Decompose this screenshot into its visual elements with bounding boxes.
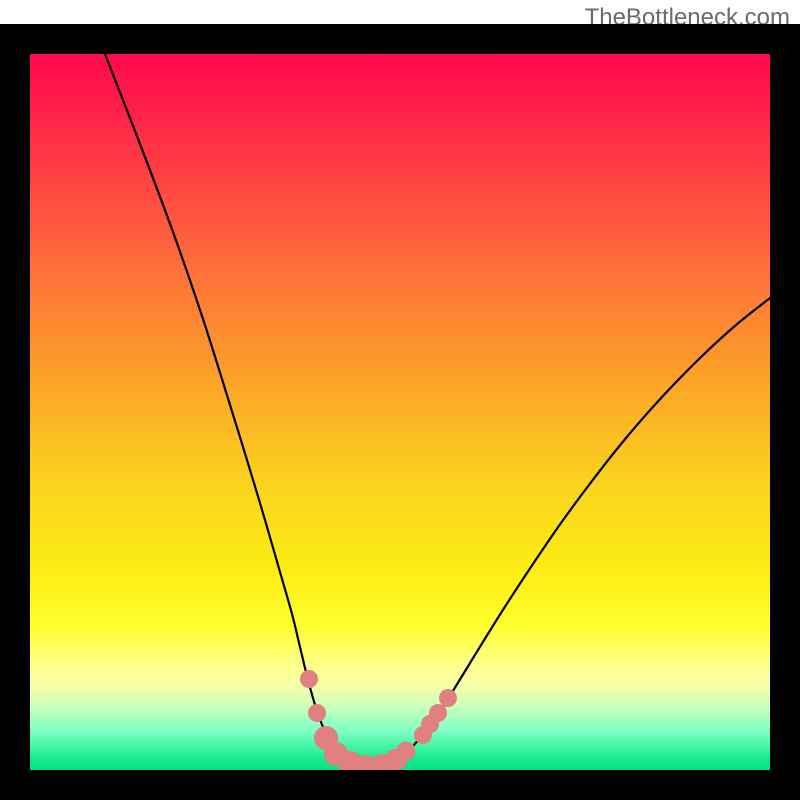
page-root: TheBottleneck.com <box>0 0 800 800</box>
marker-point <box>308 704 326 722</box>
marker-point <box>300 670 318 688</box>
marker-point <box>429 704 447 722</box>
markers-layer <box>30 54 770 770</box>
plot-area <box>30 54 770 770</box>
marker-point <box>439 689 457 707</box>
marker-point <box>397 742 416 761</box>
